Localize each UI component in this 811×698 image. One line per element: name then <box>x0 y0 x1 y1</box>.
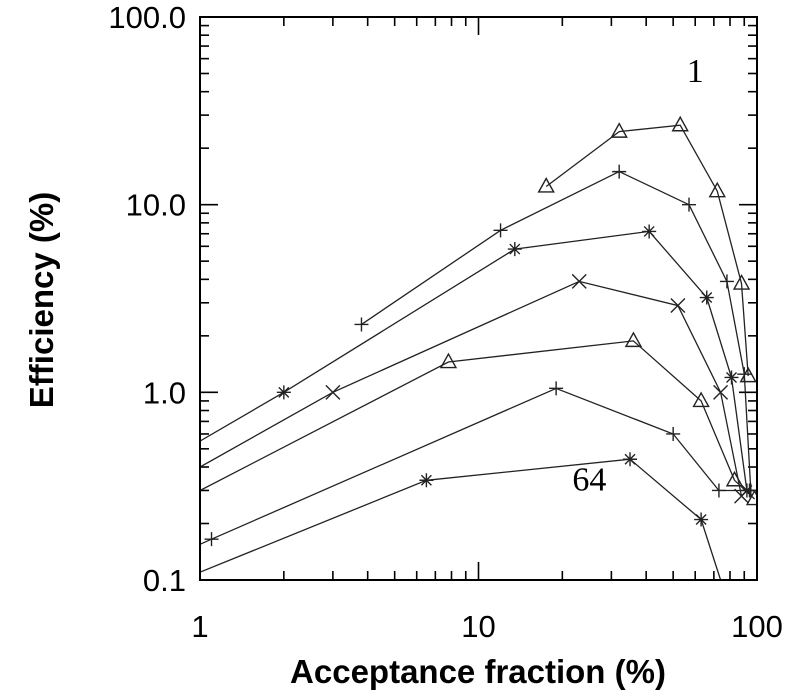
series-2 <box>354 164 757 498</box>
data-point <box>694 512 709 527</box>
series-layer <box>200 115 757 580</box>
annotation-label: 64 <box>572 461 606 498</box>
data-point <box>276 385 291 400</box>
data-point <box>612 164 627 179</box>
data-point <box>439 352 458 369</box>
data-point <box>623 452 638 467</box>
data-point <box>711 483 726 498</box>
data-point <box>719 274 734 289</box>
x-tick-label: 100 <box>731 609 783 644</box>
data-point <box>507 242 522 257</box>
series-7 <box>200 452 722 580</box>
data-point <box>493 223 508 238</box>
x-axis-title: Acceptance fraction (%) <box>290 653 666 690</box>
series-line <box>200 340 756 500</box>
y-axis-title: Efficiency (%) <box>23 192 60 408</box>
data-point <box>571 273 587 289</box>
data-point <box>725 470 744 487</box>
data-point <box>742 483 757 498</box>
series-line <box>361 170 752 491</box>
data-point <box>692 391 710 408</box>
data-point <box>713 384 729 400</box>
annotations: 1 64 <box>572 53 703 498</box>
series-line <box>200 387 750 545</box>
data-point <box>204 532 219 547</box>
data-point <box>325 384 341 400</box>
series-line <box>200 458 722 580</box>
series-line <box>545 124 749 377</box>
data-point <box>737 367 752 382</box>
y-tick-label: 100.0 <box>108 0 186 35</box>
annotation-label: 1 <box>687 53 704 90</box>
y-tick-labels: 0.1 1.0 10.0 100.0 <box>108 0 186 598</box>
data-point <box>537 177 555 193</box>
data-point <box>724 370 739 385</box>
y-tick-label: 10.0 <box>126 188 186 223</box>
series-line <box>200 230 748 491</box>
series-6 <box>200 381 757 547</box>
series-3 <box>200 224 754 498</box>
x-tick-label: 1 <box>191 609 208 644</box>
series-5 <box>200 331 757 506</box>
y-tick-label: 0.1 <box>143 563 186 598</box>
y-tick-label: 1.0 <box>143 375 186 410</box>
data-point <box>745 489 757 506</box>
data-point <box>666 426 681 441</box>
data-point <box>624 331 643 348</box>
x-tick-labels: 1 10 100 <box>191 609 782 644</box>
data-point <box>671 115 689 132</box>
data-point <box>354 317 369 332</box>
data-point <box>549 381 564 396</box>
x-tick-label: 10 <box>461 609 495 644</box>
data-point <box>708 181 726 198</box>
data-point <box>670 298 686 314</box>
data-point <box>732 274 751 290</box>
series-4 <box>200 273 750 504</box>
data-point <box>699 290 714 305</box>
series-line <box>200 280 743 497</box>
data-point <box>682 197 697 212</box>
plot-frame <box>199 16 758 581</box>
data-point <box>610 122 628 138</box>
data-point <box>642 224 657 239</box>
data-point <box>419 473 434 488</box>
series-1 <box>537 115 757 383</box>
